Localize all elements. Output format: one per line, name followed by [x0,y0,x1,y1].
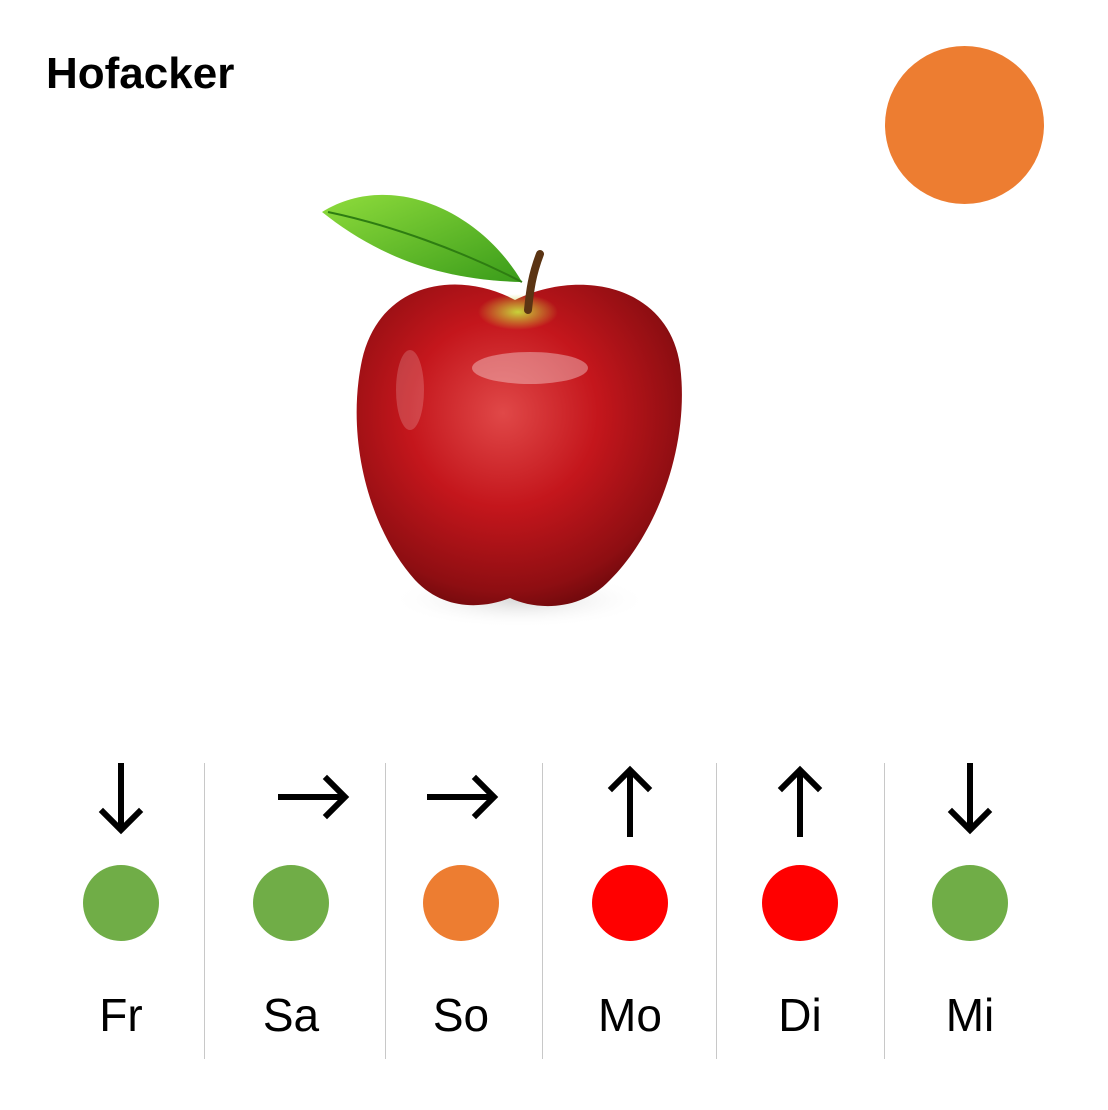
day-label: So [432,989,490,1041]
page-title: Hofacker [46,49,235,98]
column-divider [204,763,205,1059]
trend-arrow-right-icon [424,757,504,837]
day-label: Sa [262,989,320,1041]
column-divider [385,763,386,1059]
column-divider [716,763,717,1059]
column-divider [542,763,543,1059]
status-dot [932,865,1008,941]
column-divider [884,763,885,1059]
apple-icon [300,150,720,670]
day-label: Mo [598,989,662,1041]
day-label: Fr [99,989,143,1041]
overall-status-indicator [885,46,1044,204]
day-label: Mi [945,989,995,1041]
trend-arrow-down-icon [930,760,1010,840]
status-dot [423,865,499,941]
trend-arrow-up-icon [590,760,670,840]
trend-arrow-down-icon [81,760,161,840]
trend-arrow-up-icon [760,760,840,840]
day-label: Di [778,989,822,1041]
status-dot [253,865,329,941]
status-dot [762,865,838,941]
status-dot [83,865,159,941]
status-dot [592,865,668,941]
trend-arrow-right-icon [275,757,355,837]
